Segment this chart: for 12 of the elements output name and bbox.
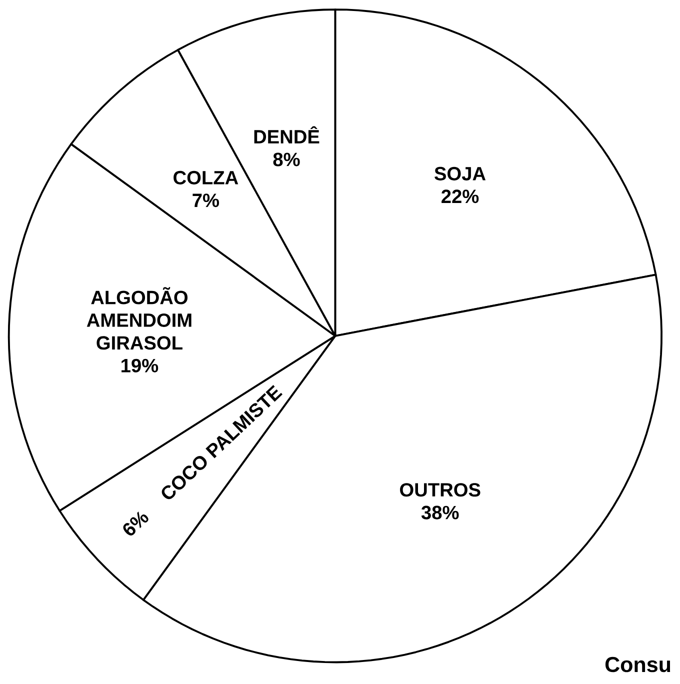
data-label: 22% xyxy=(442,190,479,204)
data-label: 38% xyxy=(421,506,459,520)
text: Consu xyxy=(606,656,670,672)
data-label: 8% xyxy=(273,152,300,166)
slice-label: OUTROS xyxy=(400,483,480,497)
slice-label: COLZA xyxy=(174,170,238,184)
slice-label: ALGODÃO AMENDOIM GIRASOL xyxy=(86,287,192,350)
data-label: 19% xyxy=(122,358,158,372)
slice-label: DENDÊ xyxy=(254,126,320,144)
data-label: 6% xyxy=(123,512,148,536)
slice-label: SOJA xyxy=(434,166,486,180)
data-label: 7% xyxy=(192,194,220,208)
